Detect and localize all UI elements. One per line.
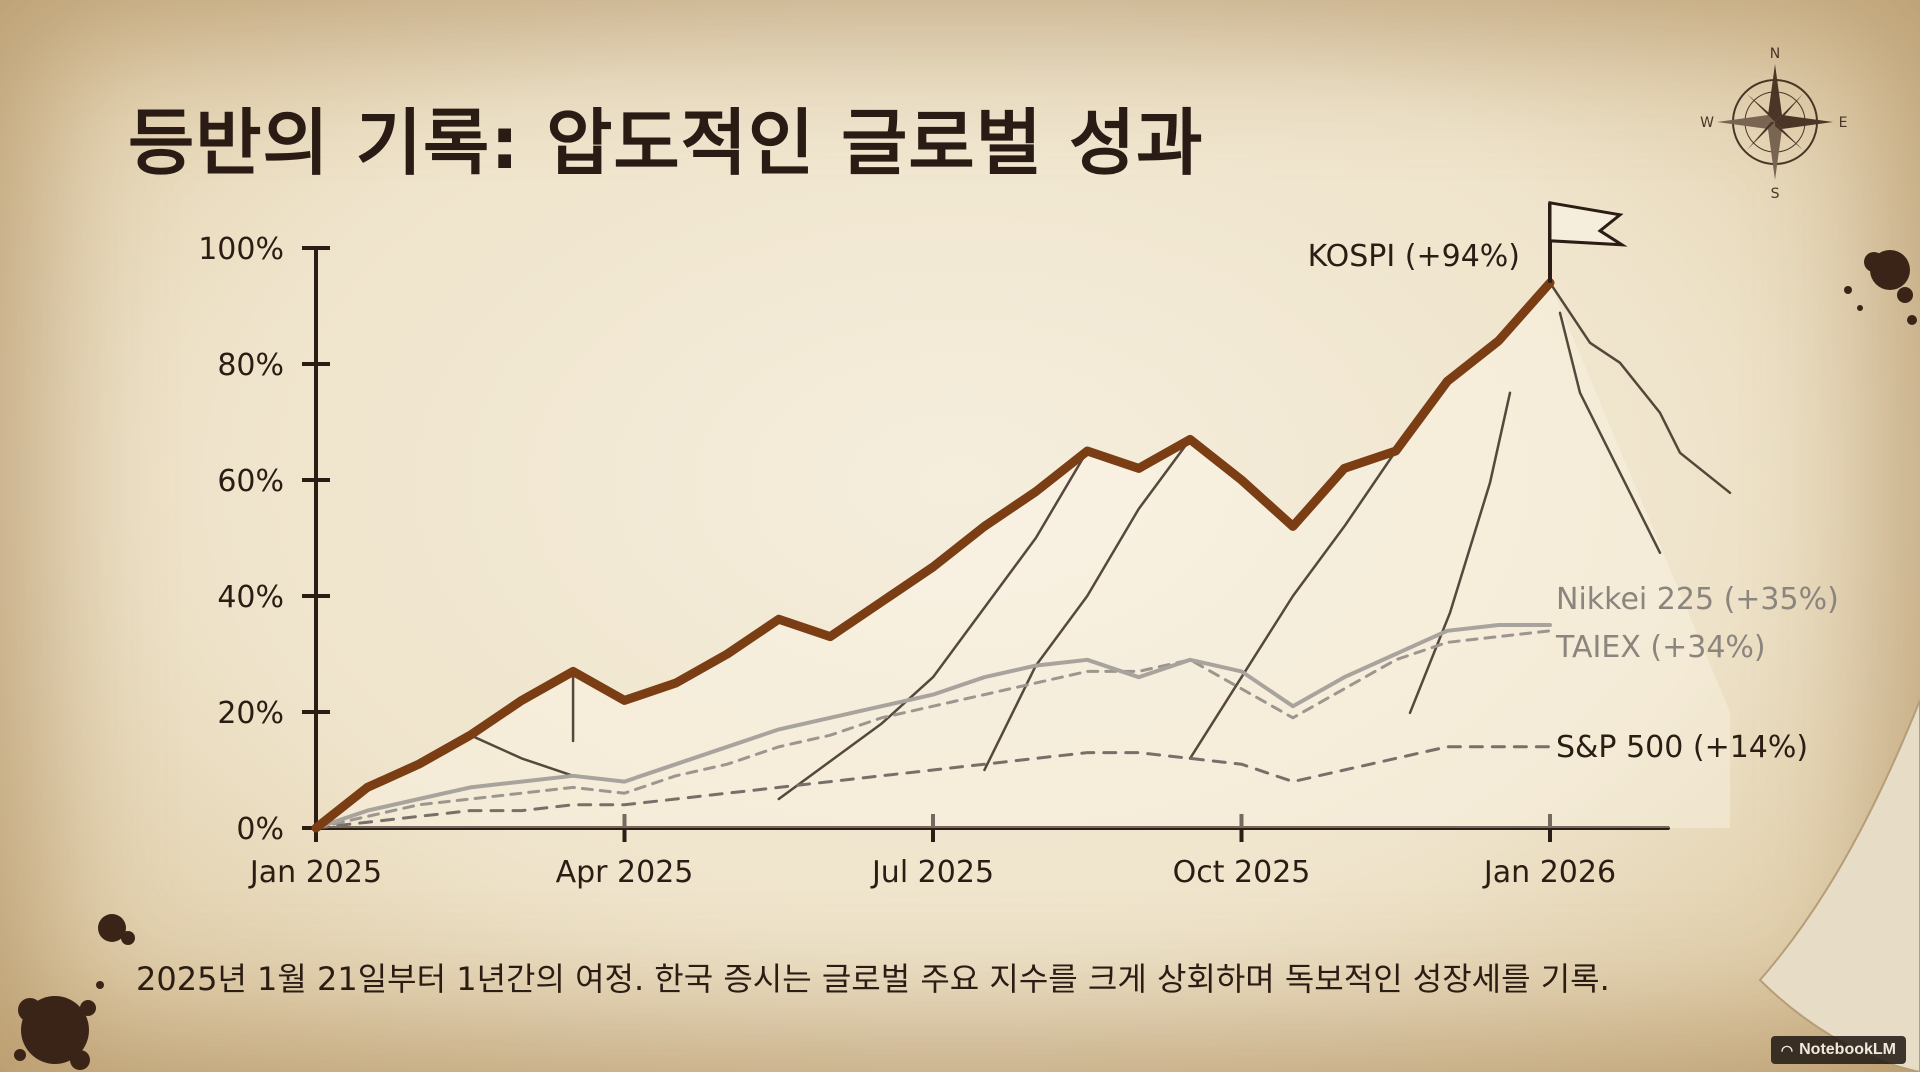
brand-label: NotebookLM xyxy=(1799,1041,1896,1058)
x-tick-label: Jul 2025 xyxy=(870,855,994,890)
compass-s: S xyxy=(1771,186,1780,202)
compass-icon: N S E W xyxy=(1700,46,1847,202)
series-label-nikkei: Nikkei 225 (+35%) xyxy=(1556,582,1839,617)
y-tick-label: 60% xyxy=(217,464,284,499)
mountain-sketch xyxy=(316,281,1732,828)
y-tick-label: 40% xyxy=(217,580,284,615)
x-tick-label: Oct 2025 xyxy=(1173,855,1311,890)
series-line-taiex xyxy=(314,629,1552,830)
y-tick-label: 0% xyxy=(236,812,284,847)
series-label-taiex: TAIEX (+34%) xyxy=(1555,630,1766,665)
compass-e: E xyxy=(1839,115,1848,131)
notebooklm-badge: ◠ NotebookLM xyxy=(1770,1036,1906,1064)
series-line-sp500 xyxy=(314,745,1552,830)
series-label-kospi: KOSPI (+94%) xyxy=(1308,239,1520,274)
ink-splatter-bottom-left xyxy=(14,914,135,1070)
x-tick-label: Apr 2025 xyxy=(556,855,694,890)
compass-n: N xyxy=(1770,46,1780,62)
caption: 2025년 1월 21일부터 1년간의 여정. 한국 증시는 글로벌 주요 지수… xyxy=(136,960,1610,998)
y-tick-label: 80% xyxy=(217,348,284,383)
series-label-sp500: S&P 500 (+14%) xyxy=(1556,730,1808,765)
ink-splatter-top-right xyxy=(1844,250,1917,325)
compass-w: W xyxy=(1700,115,1714,131)
page-title: 등반의 기록: 압도적인 글로벌 성과 xyxy=(128,101,1204,185)
y-tick-label: 20% xyxy=(217,696,284,731)
y-tick-label: 100% xyxy=(198,232,284,267)
x-tick-label: Jan 2025 xyxy=(248,855,382,890)
series-line-nikkei xyxy=(314,623,1552,830)
summit-flag-icon xyxy=(1548,201,1628,283)
x-tick-label: Jan 2026 xyxy=(1482,855,1616,890)
notebooklm-icon: ◠ xyxy=(1780,1042,1794,1058)
series-line-kospi xyxy=(311,278,1555,833)
